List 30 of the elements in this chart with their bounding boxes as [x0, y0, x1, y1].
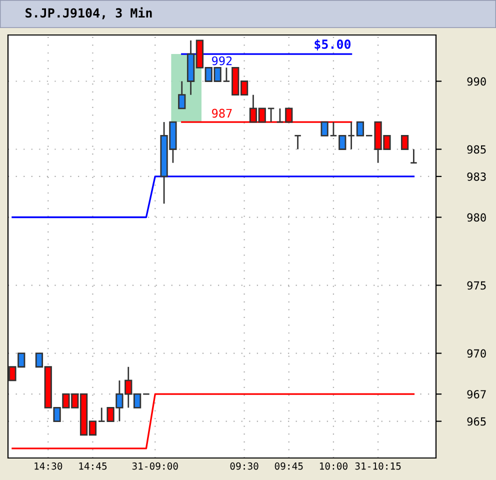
y-tick-label: 967	[467, 390, 486, 398]
y-tick-label: 975	[467, 281, 486, 290]
annotation: 987	[212, 108, 232, 118]
annotation: 992	[212, 56, 232, 66]
candlestick	[320, 121, 328, 136]
x-tick-label: 31-09:00	[132, 462, 178, 470]
candlestick	[338, 134, 346, 150]
candlestick	[98, 406, 106, 422]
x-tick-label: 09:30	[230, 462, 258, 470]
annotation: $5.00	[314, 39, 351, 51]
candlestick	[330, 121, 338, 136]
x-tick-label: 31-10:15	[355, 462, 401, 470]
y-tick-label: 983	[467, 172, 486, 181]
candlestick	[410, 148, 418, 164]
x-tick-label: 14:30	[34, 462, 62, 470]
y-tick-label: 965	[467, 417, 486, 426]
candlestick	[222, 66, 230, 82]
x-tick-label: 14:45	[79, 462, 107, 470]
candlestick	[294, 134, 302, 150]
y-tick-label: 970	[467, 349, 486, 358]
candlestick	[400, 134, 409, 150]
y-tick-label: 985	[467, 145, 486, 154]
x-tick-label: 09:45	[274, 462, 303, 470]
candlestick	[356, 121, 364, 136]
y-tick-label: 980	[467, 213, 486, 222]
candlestick	[178, 80, 186, 110]
x-tick-label: 10:00	[320, 462, 348, 470]
chart-title: S.JP.J9104, 3 Min	[26, 7, 152, 20]
candlestick	[347, 121, 356, 150]
y-tick-label: 990	[467, 77, 486, 86]
